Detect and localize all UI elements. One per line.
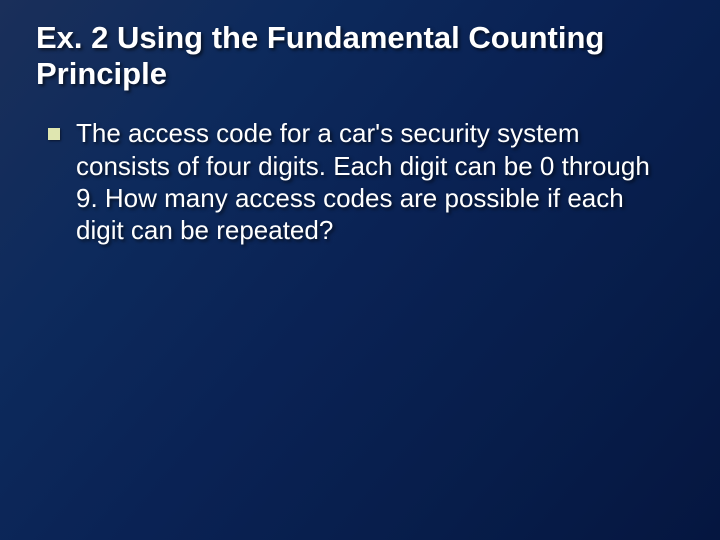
bullet-text: The access code for a car's security sys… bbox=[76, 117, 666, 246]
slide-title: Ex. 2 Using the Fundamental Counting Pri… bbox=[36, 20, 684, 91]
square-bullet-icon bbox=[48, 128, 60, 140]
bullet-row: The access code for a car's security sys… bbox=[36, 117, 684, 246]
slide: Ex. 2 Using the Fundamental Counting Pri… bbox=[0, 0, 720, 540]
